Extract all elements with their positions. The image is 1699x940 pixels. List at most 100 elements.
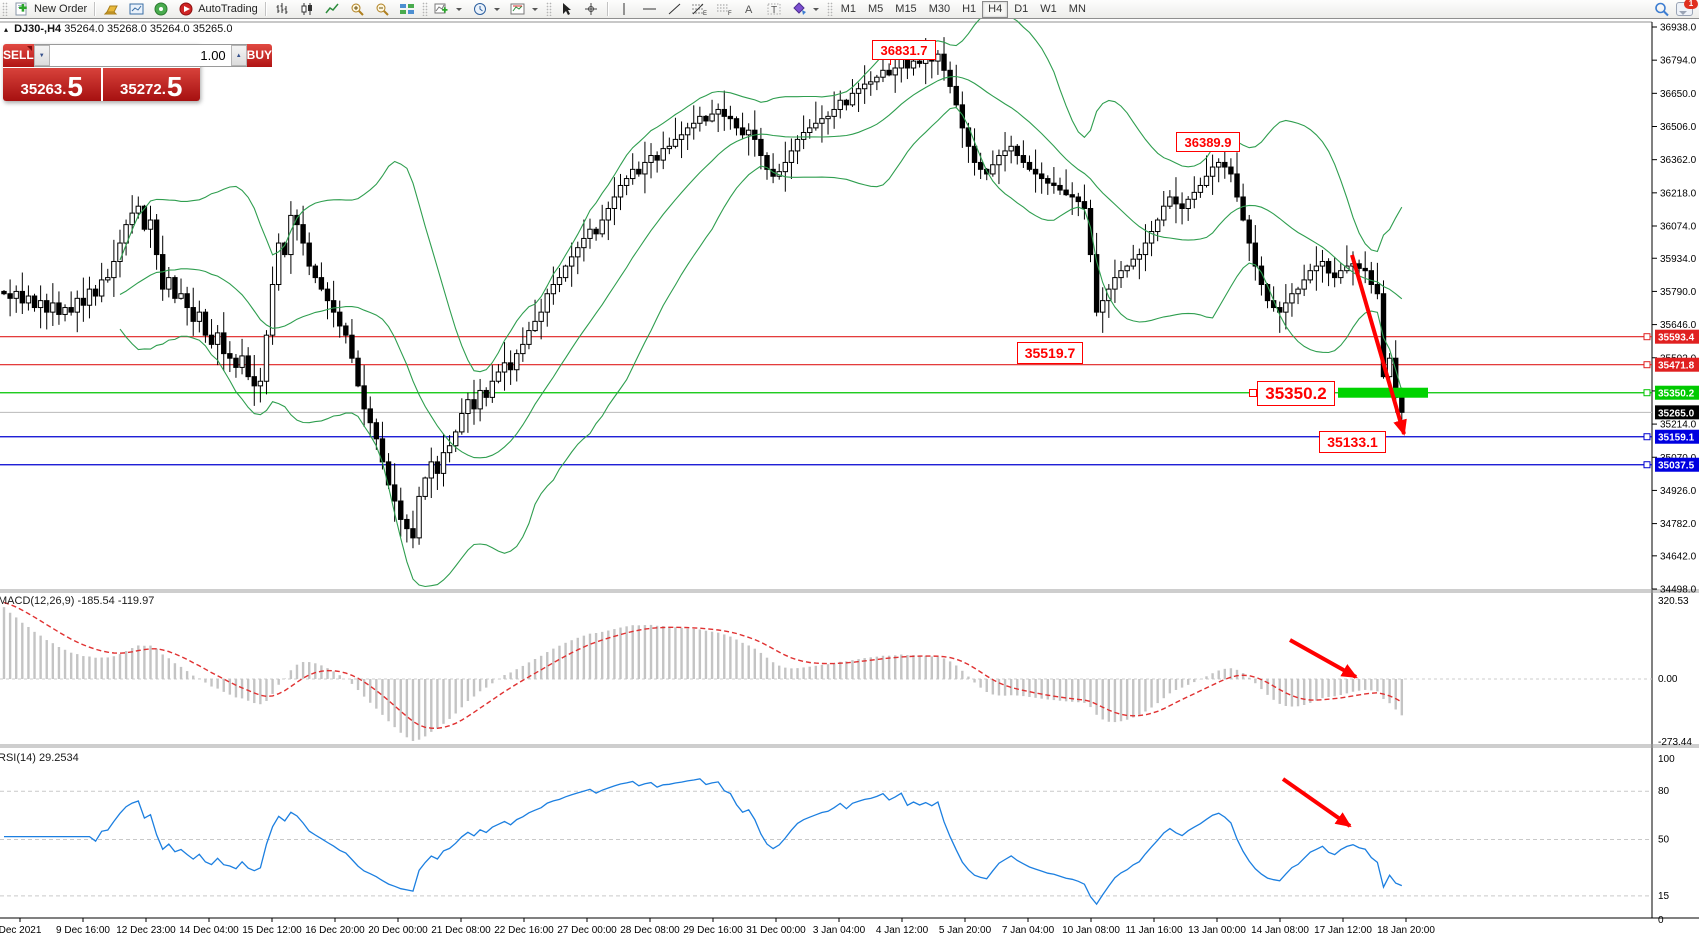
toolbar-grip[interactable] (2, 2, 8, 16)
search-icon[interactable] (1653, 2, 1670, 17)
price-badge: 35037.5 (1655, 457, 1699, 472)
candlestick-button[interactable] (295, 1, 320, 18)
crosshair-button[interactable] (579, 1, 604, 18)
dropdown-arrow-icon (455, 7, 462, 11)
trend-arrow[interactable] (1350, 254, 1407, 436)
vertical-line-button[interactable] (612, 1, 637, 18)
svg-text:Dec 2021: Dec 2021 (0, 925, 42, 936)
templates-button[interactable] (506, 1, 544, 18)
svg-text:31 Dec 00:00: 31 Dec 00:00 (746, 925, 806, 936)
new-order-button[interactable]: New Order (10, 1, 91, 18)
timeframe-button-w1[interactable]: W1 (1040, 2, 1057, 15)
svg-text:35037.5: 35037.5 (1658, 461, 1695, 472)
trend-arrow[interactable] (1281, 777, 1352, 828)
trendline-button[interactable] (662, 1, 687, 18)
buy-button[interactable]: BUY (246, 44, 273, 67)
svg-text:34498.0: 34498.0 (1660, 585, 1697, 596)
svg-text:80: 80 (1658, 786, 1670, 797)
volume-decrease-button[interactable] (33, 45, 50, 66)
price-annotation-35519.7[interactable]: 35519.7 (1017, 342, 1083, 364)
timeframe-button-d1[interactable]: D1 (1014, 2, 1029, 15)
candlestick-icon (299, 2, 316, 17)
toolbar-separator (264, 2, 267, 16)
zoom-in-button[interactable] (345, 1, 370, 18)
svg-text:E: E (703, 11, 707, 16)
collapse-arrow-icon[interactable]: ▴ (4, 25, 9, 34)
highlight-band[interactable] (1338, 387, 1428, 398)
line-marker (1643, 461, 1651, 469)
sell-button[interactable]: SELL (3, 44, 34, 67)
svg-text:36794.0: 36794.0 (1660, 56, 1697, 67)
trend-arrow[interactable] (1289, 638, 1358, 679)
svg-text:35593.4: 35593.4 (1658, 333, 1695, 344)
zoom-in-icon (349, 2, 366, 17)
sell-price-panel[interactable]: 35263. 5 (3, 68, 101, 101)
svg-text:11 Jan 16:00: 11 Jan 16:00 (1125, 925, 1183, 936)
timeframe-button-m1[interactable]: M1 (840, 2, 856, 15)
macd-histogram (2, 607, 1404, 741)
text-label-icon: T (766, 2, 783, 17)
toolbar-grip[interactable] (421, 2, 428, 16)
one-click-trading-widget: SELL BUY 35263. 5 35272. 5 (3, 44, 273, 102)
cursor-button[interactable] (554, 1, 579, 18)
svg-text:36650.0: 36650.0 (1660, 89, 1697, 100)
volume-control (33, 44, 247, 67)
price-annotation-36831.7[interactable]: 36831.7 (872, 40, 936, 60)
gold-ingot-button[interactable] (99, 1, 124, 18)
timeframe-button-m15[interactable]: M15 (895, 2, 917, 15)
candles (1, 37, 1405, 549)
text-label-button[interactable]: T (762, 1, 787, 18)
horizontal-line-button[interactable] (637, 1, 662, 18)
price-annotation-35350.2[interactable]: 35350.2 (1257, 381, 1335, 406)
grid-button[interactable]: F (712, 1, 737, 18)
shapes-button[interactable] (787, 1, 825, 18)
toolbar-grip[interactable] (826, 2, 833, 16)
line-marker (1643, 361, 1651, 369)
bollinger-lower-band (119, 106, 1403, 588)
text-button[interactable]: A (737, 1, 762, 18)
macd-values: -185.54 -119.97 (77, 595, 155, 607)
svg-text:7 Jan 04:00: 7 Jan 04:00 (1002, 925, 1055, 936)
volume-input[interactable] (49, 45, 231, 66)
svg-text:21 Dec 08:00: 21 Dec 08:00 (431, 925, 491, 936)
zoom-out-button[interactable] (370, 1, 395, 18)
autotrading-button[interactable]: AutoTrading (174, 1, 262, 18)
chart-window-button[interactable] (124, 1, 149, 18)
bar-chart-button[interactable] (270, 1, 295, 18)
svg-text:36218.0: 36218.0 (1660, 188, 1697, 199)
svg-text:4 Jan 12:00: 4 Jan 12:00 (876, 925, 929, 936)
timeframe-button-m5[interactable]: M5 (868, 2, 884, 15)
tile-windows-button[interactable] (395, 1, 420, 18)
svg-text:35350.2: 35350.2 (1658, 389, 1695, 400)
buy-price-panel[interactable]: 35272. 5 (102, 68, 200, 102)
notifications-icon[interactable]: 1 (1676, 0, 1698, 16)
toolbar-grip[interactable] (545, 2, 552, 16)
timeframe-button-h4[interactable]: H4 (982, 0, 1009, 18)
svg-text:35214.0: 35214.0 (1660, 420, 1697, 431)
timeframe-button-h1[interactable]: H1 (962, 2, 977, 15)
fibonacci-button[interactable]: E (687, 1, 712, 18)
svg-text:34642.0: 34642.0 (1660, 551, 1697, 562)
text-icon: A (741, 2, 758, 17)
price-annotation-35133.1[interactable]: 35133.1 (1319, 431, 1386, 453)
svg-text:18 Jan 20:00: 18 Jan 20:00 (1377, 925, 1435, 936)
signals-icon (153, 2, 170, 17)
open-value: 35264.0 (64, 23, 104, 35)
svg-text:35934.0: 35934.0 (1660, 254, 1697, 265)
volume-increase-button[interactable] (230, 45, 247, 66)
periods-button[interactable] (468, 1, 506, 18)
svg-text:34926.0: 34926.0 (1660, 486, 1697, 497)
line-chart-button[interactable] (320, 1, 345, 18)
timeframe-button-m30[interactable]: M30 (928, 2, 951, 15)
signals-button[interactable] (149, 1, 174, 18)
price-annotation-36389.9[interactable]: 36389.9 (1176, 132, 1240, 152)
crosshair-icon (583, 2, 600, 17)
new-chart-button[interactable] (430, 1, 468, 18)
annotation-anchor[interactable] (1249, 389, 1257, 397)
timeframe-button-mn[interactable]: MN (1068, 2, 1086, 15)
chart-header: ▴ DJ30-,H4 35264.0 35268.0 35264.0 35265… (4, 23, 232, 35)
svg-text:100: 100 (1658, 754, 1675, 765)
buy-price-fraction: 5 (166, 70, 183, 102)
new-order-label: New Order (34, 3, 88, 15)
